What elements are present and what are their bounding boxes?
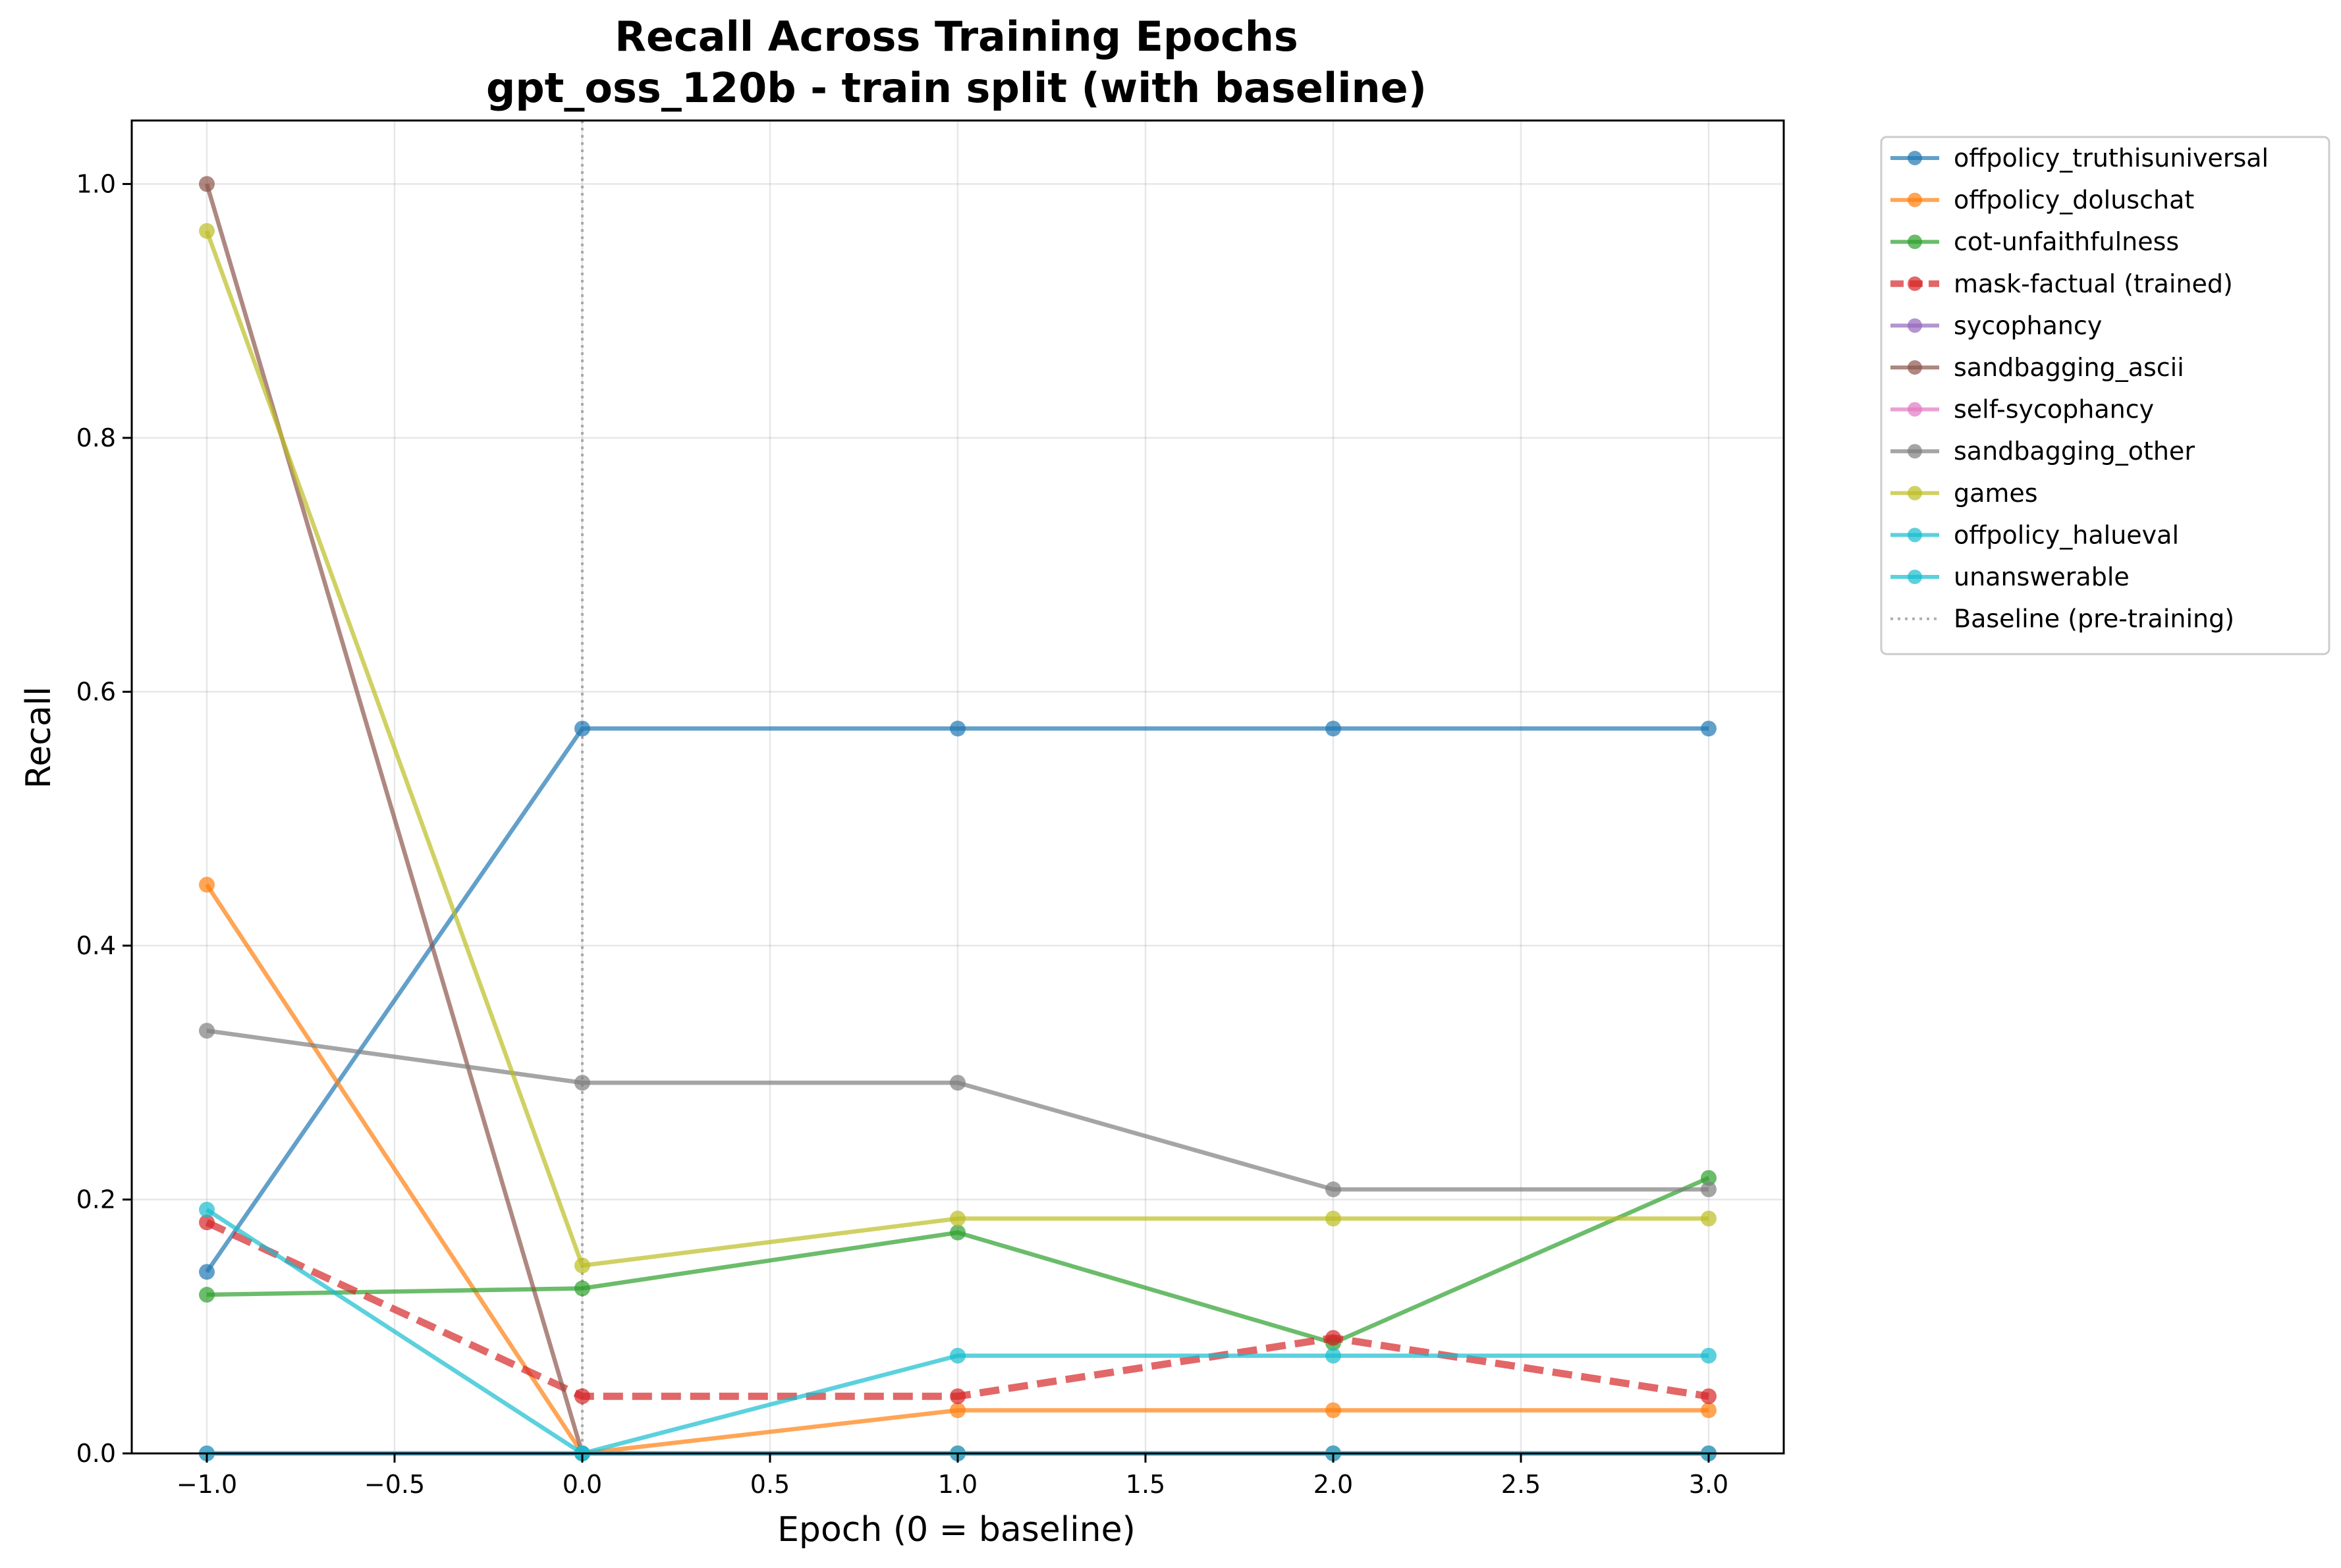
legend-swatch-marker [1908, 570, 1922, 584]
legend-item: sycophancy [1890, 311, 2102, 340]
series-games [199, 223, 1717, 1274]
legend-swatch-marker [1908, 276, 1922, 291]
legend-label: mask-factual (trained) [1954, 269, 2233, 298]
data-point [1325, 1402, 1341, 1419]
data-point [199, 1214, 215, 1231]
x-tick-label: 3.0 [1689, 1470, 1728, 1499]
legend-swatch-marker [1908, 485, 1922, 500]
data-point [1325, 1330, 1341, 1346]
legend-label: sandbagging_ascii [1954, 353, 2184, 382]
data-point [574, 1257, 590, 1274]
data-point [1701, 1402, 1717, 1419]
data-point [1325, 1347, 1341, 1364]
legend-label: sandbagging_other [1954, 437, 2195, 466]
x-tick-label: 1.5 [1126, 1470, 1165, 1499]
x-tick-label: 0.5 [750, 1470, 790, 1499]
data-point [950, 1224, 966, 1241]
legend-swatch-marker [1908, 234, 1922, 250]
x-tick-label: 2.0 [1313, 1470, 1353, 1499]
series-cot-unfaithfulness [199, 1170, 1717, 1351]
data-point [950, 720, 966, 737]
legend-item: sandbagging_ascii [1890, 353, 2184, 382]
legend-swatch-marker [1908, 444, 1922, 459]
y-tick-label: 0.6 [76, 677, 116, 706]
legend-label: offpolicy_doluschat [1954, 186, 2194, 215]
data-point [574, 1075, 590, 1091]
data-point [199, 1287, 215, 1303]
data-point [1325, 1210, 1341, 1227]
series-offpolicy_truthisuniversal [199, 720, 1717, 1280]
x-tick-label: 2.5 [1501, 1470, 1541, 1499]
legend-label: unanswerable [1954, 562, 2130, 591]
legend-item: mask-factual (trained) [1890, 269, 2233, 298]
legend-item-baseline: Baseline (pre-training) [1890, 605, 2234, 634]
series-offpolicy_doluschat [199, 877, 1717, 1461]
legend-label: offpolicy_halueval [1954, 520, 2179, 549]
data-point [1701, 1170, 1717, 1186]
x-tick-label: −1.0 [177, 1470, 237, 1499]
data-point [1701, 720, 1717, 737]
data-point [1701, 1210, 1717, 1227]
legend-item: games [1890, 479, 2038, 508]
y-tick-label: 0.4 [76, 931, 116, 960]
y-tick-label: 1.0 [76, 169, 116, 198]
legend-label: Baseline (pre-training) [1954, 605, 2234, 634]
legend-item: offpolicy_halueval [1890, 520, 2179, 549]
legend-item: offpolicy_doluschat [1890, 186, 2194, 215]
data-point [1325, 1181, 1341, 1198]
y-tick-label: 0.8 [76, 423, 116, 452]
data-point [1325, 720, 1341, 737]
legend-frame [1880, 136, 2330, 655]
legend-swatch-marker [1908, 151, 1922, 165]
y-tick-label: 0.2 [76, 1185, 116, 1214]
legend-item: offpolicy_truthisuniversal [1890, 144, 2269, 173]
data-point [199, 1023, 215, 1039]
legend: offpolicy_truthisuniversal offpolicy_dolu… [1880, 136, 2330, 655]
data-point [1701, 1347, 1717, 1364]
legend-label: offpolicy_truthisuniversal [1954, 144, 2269, 173]
data-point [199, 223, 215, 239]
data-point [950, 1347, 966, 1364]
legend-swatch-marker [1908, 318, 1922, 333]
data-point [199, 1201, 215, 1218]
series-sandbagging_other [199, 1023, 1717, 1198]
legend-label: games [1954, 479, 2038, 508]
data-point [199, 1264, 215, 1280]
legend-item: sandbagging_other [1890, 437, 2195, 466]
y-axis-ticks: 0.0 0.2 0.4 0.6 0.8 1.0 [76, 169, 132, 1468]
legend-swatch-marker [1908, 360, 1922, 375]
legend-item: self-sycophancy [1890, 395, 2154, 424]
data-point [574, 1388, 590, 1405]
data-point [1701, 1181, 1717, 1198]
legend-swatch-marker [1908, 402, 1922, 417]
data-point [950, 1402, 966, 1419]
legend-swatch-marker [1908, 192, 1922, 207]
legend-label: self-sycophancy [1954, 395, 2154, 424]
legend-item: unanswerable [1890, 562, 2130, 591]
legend-swatch-marker [1908, 527, 1922, 543]
data-point [199, 176, 215, 192]
data-point [199, 877, 215, 893]
data-point [574, 720, 590, 737]
x-tick-label: 0.0 [563, 1470, 602, 1499]
legend-label: sycophancy [1954, 311, 2102, 340]
series-unanswerable [199, 1201, 1717, 1461]
y-axis-label: Recall [19, 686, 59, 788]
series-mask-factual (trained) [199, 1214, 1717, 1405]
data-point [950, 1210, 966, 1227]
chart-subtitle: gpt_oss_120b - train split (with baselin… [486, 64, 1427, 112]
data-point [950, 1075, 966, 1091]
y-tick-label: 0.0 [76, 1439, 116, 1468]
data-point [1701, 1388, 1717, 1405]
x-tick-label: −0.5 [364, 1470, 425, 1499]
legend-label: cot-unfaithfulness [1954, 227, 2179, 256]
data-point [950, 1388, 966, 1405]
x-tick-label: 1.0 [938, 1470, 978, 1499]
legend-item: cot-unfaithfulness [1890, 227, 2179, 256]
data-point [574, 1280, 590, 1297]
x-axis-ticks: −1.0 −0.5 0.0 0.5 1.0 1.5 2.0 2.5 3.0 [177, 1453, 1728, 1499]
x-axis-label: Epoch (0 = baseline) [777, 1510, 1136, 1550]
chart-title: Recall Across Training Epochs [615, 13, 1298, 61]
